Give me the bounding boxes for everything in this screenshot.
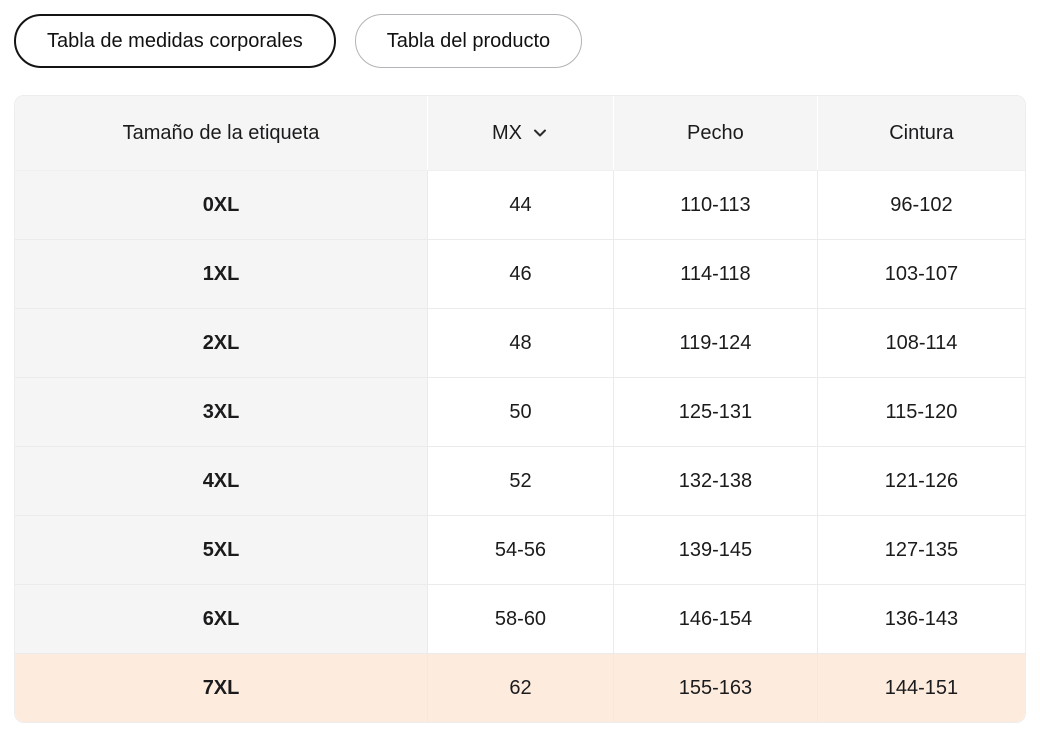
cintura-cell: 121-126 xyxy=(816,447,1025,515)
pecho-cell: 146-154 xyxy=(612,585,817,653)
pecho-cell: 119-124 xyxy=(612,309,817,377)
table-row: 1XL 46 114-118 103-107 xyxy=(15,239,1025,308)
header-chest-label: Pecho xyxy=(612,96,817,170)
header-region-cell: MX xyxy=(427,96,613,170)
pecho-cell: 125-131 xyxy=(612,378,817,446)
mx-cell: 46 xyxy=(427,240,613,308)
size-cell: 6XL xyxy=(15,585,428,653)
mx-cell: 48 xyxy=(427,309,613,377)
size-cell: 3XL xyxy=(15,378,428,446)
tab-body-measurements[interactable]: Tabla de medidas corporales xyxy=(14,14,336,68)
size-cell: 7XL xyxy=(15,654,428,722)
mx-cell: 62 xyxy=(427,654,613,722)
header-size-label: Tamaño de la etiqueta xyxy=(122,121,320,144)
region-dropdown[interactable]: MX xyxy=(492,122,549,145)
table-row: 6XL 58-60 146-154 136-143 xyxy=(15,584,1025,653)
table-row: 4XL 52 132-138 121-126 xyxy=(15,446,1025,515)
pecho-cell: 155-163 xyxy=(612,654,817,722)
table-header-row: Tamaño de la etiqueta MX Pecho Cintura xyxy=(15,96,1025,170)
header-waist-label: Cintura xyxy=(816,96,1025,170)
size-cell: 2XL xyxy=(15,309,428,377)
cintura-cell: 144-151 xyxy=(816,654,1025,722)
cintura-cell: 103-107 xyxy=(816,240,1025,308)
cintura-cell: 96-102 xyxy=(816,171,1025,239)
pecho-cell: 132-138 xyxy=(612,447,817,515)
chevron-down-icon xyxy=(533,129,546,137)
mx-cell: 50 xyxy=(427,378,613,446)
table-row: 0XL 44 110-113 96-102 xyxy=(15,170,1025,239)
size-cell: 0XL xyxy=(15,171,428,239)
size-cell: 5XL xyxy=(15,516,428,584)
table-body: 0XL 44 110-113 96-102 1XL 46 114-118 103… xyxy=(15,170,1025,722)
table-row: 2XL 48 119-124 108-114 xyxy=(15,308,1025,377)
tab-product-measurements[interactable]: Tabla del producto xyxy=(354,14,583,68)
pecho-cell: 139-145 xyxy=(612,516,817,584)
table-row: 7XL 62 155-163 144-151 xyxy=(15,653,1025,722)
mx-cell: 58-60 xyxy=(427,585,613,653)
pecho-cell: 114-118 xyxy=(612,240,817,308)
size-table: Tamaño de la etiqueta MX Pecho Cintura 0… xyxy=(14,95,1026,723)
cintura-cell: 115-120 xyxy=(816,378,1025,446)
mx-cell: 52 xyxy=(427,447,613,515)
cintura-cell: 127-135 xyxy=(816,516,1025,584)
size-chart-tabs: Tabla de medidas corporales Tabla del pr… xyxy=(14,14,1026,68)
table-row: 3XL 50 125-131 115-120 xyxy=(15,377,1025,446)
region-dropdown-value: MX xyxy=(491,121,522,144)
cintura-cell: 136-143 xyxy=(816,585,1025,653)
mx-cell: 44 xyxy=(427,171,613,239)
size-cell: 4XL xyxy=(15,447,428,515)
table-row: 5XL 54-56 139-145 127-135 xyxy=(15,515,1025,584)
pecho-cell: 110-113 xyxy=(612,171,817,239)
cintura-cell: 108-114 xyxy=(816,309,1025,377)
mx-cell: 54-56 xyxy=(427,516,613,584)
size-cell: 1XL xyxy=(15,240,428,308)
